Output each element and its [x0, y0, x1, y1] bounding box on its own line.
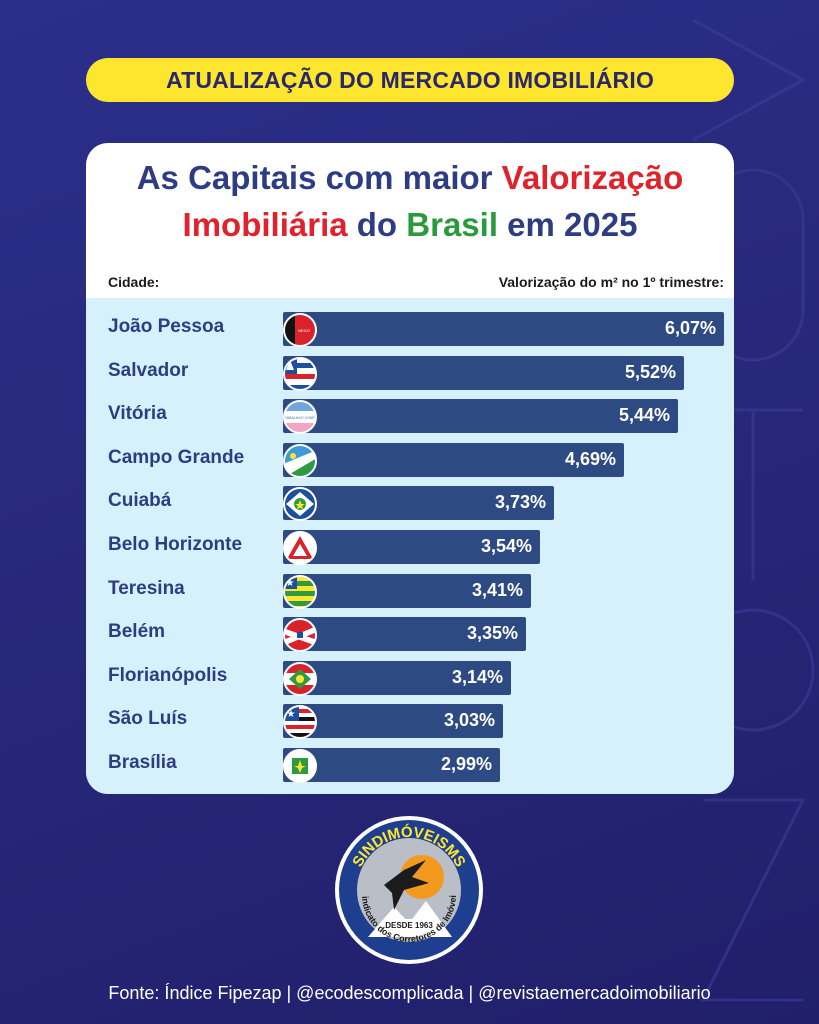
value-label: 6,07%	[664, 318, 716, 338]
header-banner: ATUALIZAÇÃO DO MERCADO IMOBILIÁRIO	[86, 58, 734, 102]
title-part-green: Brasil	[406, 206, 498, 243]
svg-text:NEGO: NEGO	[298, 328, 310, 333]
value-bar	[283, 399, 678, 434]
value-label: 4,69%	[564, 448, 616, 469]
chart-title-line-1: As Capitais com maior Valorização	[86, 159, 734, 197]
title-part-highlight: Valorização	[501, 159, 684, 196]
city-label: Salvador	[108, 359, 189, 381]
value-bar	[283, 442, 624, 477]
column-header-value: Valorização do m² no 1º trimestre:	[498, 274, 724, 290]
value-label: 3,35%	[466, 623, 518, 644]
chart-row: Campo Grande 4,69%	[86, 442, 734, 481]
column-header-city: Cidade:	[108, 274, 160, 290]
city-label: Belém	[108, 621, 166, 643]
value-bar	[283, 486, 554, 521]
distrito-federal-flag-icon	[283, 749, 317, 783]
city-label: Florianópolis	[108, 664, 228, 686]
santa-catarina-flag-icon	[283, 661, 317, 696]
bar-chart-plot: João Pessoa NEGO 6,07% Salvador 5,52% Vitória…	[86, 298, 734, 794]
value-label: 3,41%	[471, 579, 523, 600]
city-label: São Luís	[108, 708, 188, 730]
value-bar	[283, 660, 511, 695]
maranhao-flag-icon: ★	[283, 705, 317, 740]
city-label: Campo Grande	[108, 446, 245, 468]
chart-title-line-2: Imobiliária do Brasil em 2025	[86, 206, 734, 244]
piaui-flag-icon: ★	[283, 574, 317, 609]
chart-row: João Pessoa NEGO 6,07%	[86, 312, 734, 350]
city-label: João Pessoa	[108, 316, 225, 337]
value-bar	[283, 530, 540, 564]
city-label: Vitória	[108, 403, 167, 425]
title-part: As Capitais com maior	[136, 159, 502, 196]
city-label: Brasília	[108, 752, 177, 773]
chart-row: Vitória TRABALHA E CONFIA 5,44%	[86, 399, 734, 437]
value-label: 2,99%	[440, 754, 492, 774]
city-label: Cuiabá	[108, 490, 172, 512]
chart-card: As Capitais com maior Valorização Imobil…	[86, 143, 734, 794]
chart-row: Belo Horizonte 3,54%	[86, 530, 734, 568]
para-flag-icon	[283, 618, 317, 653]
value-bar	[283, 355, 684, 390]
city-label: Belo Horizonte	[108, 534, 243, 555]
mato-grosso-flag-icon	[283, 487, 317, 522]
city-label: Teresina	[108, 577, 185, 599]
title-part: do	[347, 206, 407, 243]
value-bar	[283, 312, 724, 346]
value-label: 3,14%	[451, 666, 503, 687]
value-bar	[283, 573, 531, 608]
paraiba-flag-icon: NEGO	[283, 313, 317, 347]
value-bar	[283, 704, 503, 739]
chart-row: Belém 3,35%	[86, 617, 734, 655]
chart-row: Florianópolis 3,14%	[86, 660, 734, 699]
value-bar	[283, 617, 526, 652]
svg-text:★: ★	[287, 709, 296, 720]
value-label: 3,03%	[443, 710, 495, 731]
bahia-flag-icon	[283, 356, 317, 391]
chart-row: Salvador 5,52%	[86, 355, 734, 394]
value-label: 5,52%	[624, 361, 676, 382]
chart-row: Cuiabá 3,73%	[86, 486, 734, 524]
chart-row: Teresina ★ 3,41%	[86, 573, 734, 612]
chart-row: Brasília 2,99%	[86, 748, 734, 786]
value-label: 3,73%	[494, 492, 546, 513]
chart-row: São Luís ★ 3,03%	[86, 704, 734, 742]
svg-text:TRABALHA E CONFIA: TRABALHA E CONFIA	[283, 416, 317, 420]
espirito-santo-flag-icon: TRABALHA E CONFIA	[283, 400, 317, 435]
minas-gerais-flag-icon	[283, 531, 317, 565]
title-part-highlight: Imobiliária	[182, 206, 348, 243]
value-label: 3,54%	[480, 536, 532, 556]
svg-text:★: ★	[286, 578, 295, 589]
value-label: 5,44%	[618, 405, 670, 426]
title-part: em 2025	[497, 206, 638, 243]
header-banner-text: ATUALIZAÇÃO DO MERCADO IMOBILIÁRIO	[165, 66, 655, 93]
source-footer: Fonte: Índice Fipezap | @ecodescomplicad…	[108, 983, 711, 1003]
value-bar	[283, 748, 500, 782]
mato-grosso-do-sul-flag-icon	[283, 443, 317, 478]
svg-text:DESDE 1963: DESDE 1963	[385, 921, 433, 930]
